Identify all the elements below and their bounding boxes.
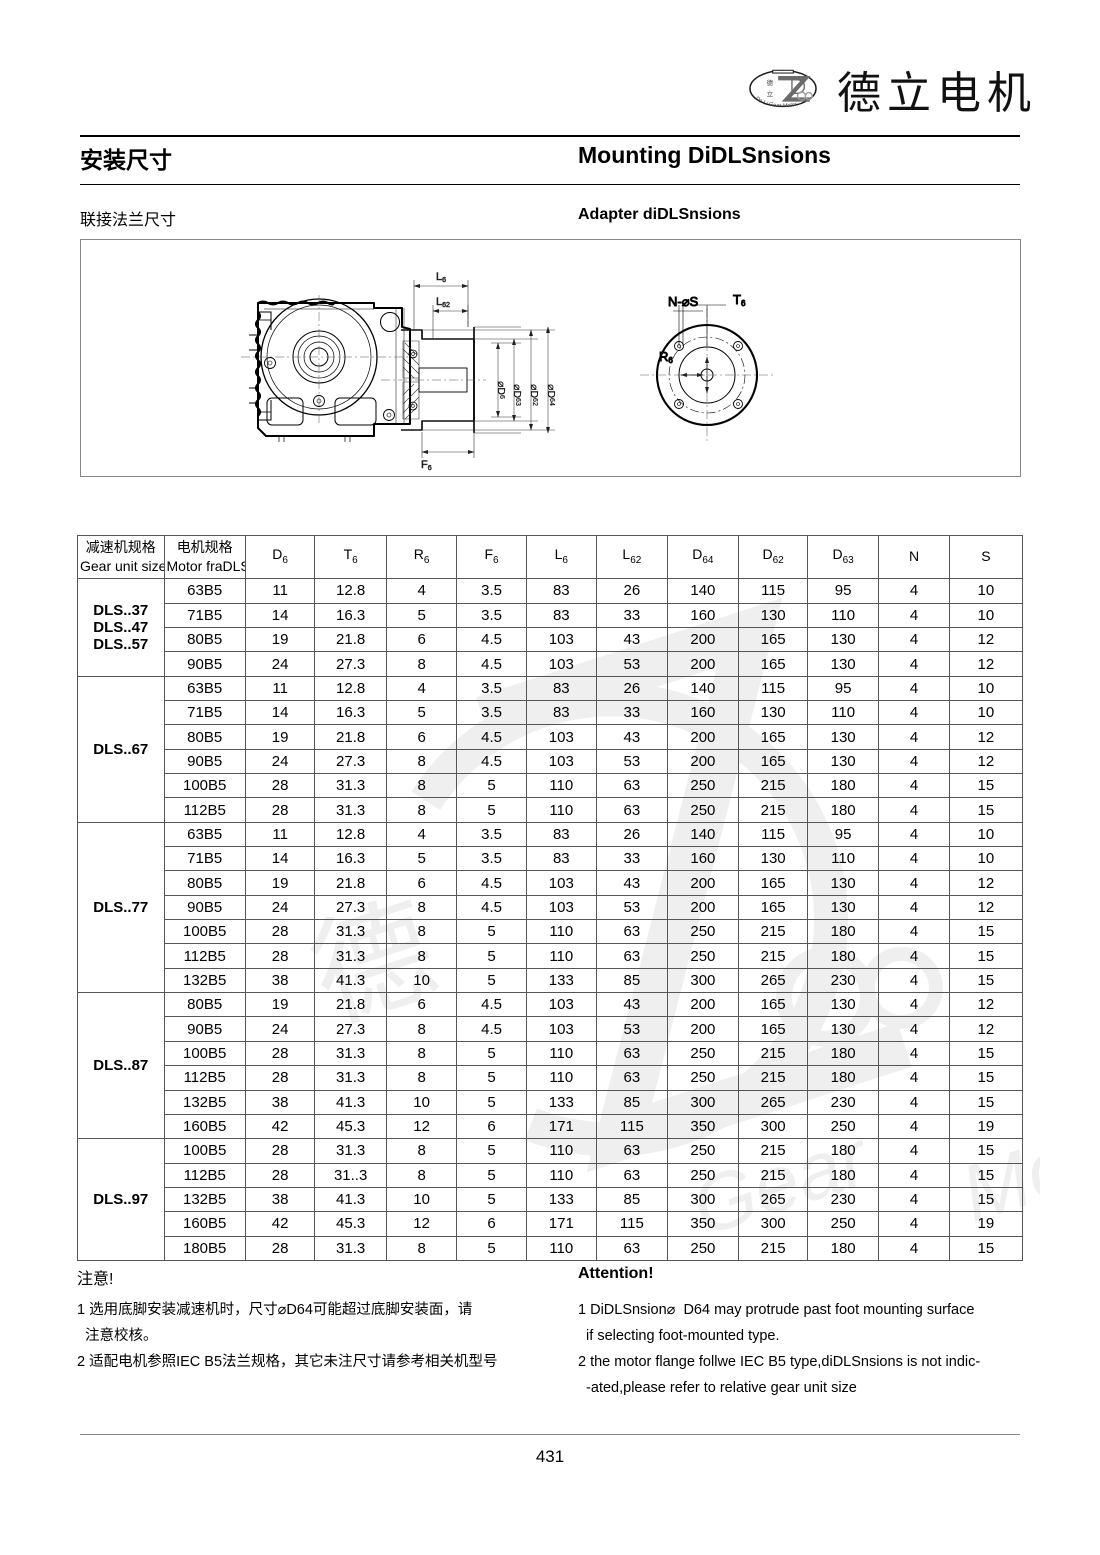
svg-text:L6: L6 <box>436 271 446 284</box>
svg-text:德: 德 <box>767 78 774 87</box>
svg-text:⌀D63: ⌀D63 <box>511 384 523 406</box>
svg-text:R6: R6 <box>659 349 673 365</box>
svg-text:F6: F6 <box>421 459 432 472</box>
svg-text:⌀D64: ⌀D64 <box>545 384 557 406</box>
svg-text:⌀D62: ⌀D62 <box>528 384 540 406</box>
svg-text:立: 立 <box>767 89 774 98</box>
svg-text:T6: T6 <box>733 292 746 308</box>
svg-text:L62: L62 <box>436 296 450 309</box>
svg-text:德立电机: 德立电机 <box>837 69 1032 118</box>
svg-text:⌀D6: ⌀D6 <box>495 381 507 399</box>
svg-text:N-⌀S: N-⌀S <box>668 294 699 309</box>
